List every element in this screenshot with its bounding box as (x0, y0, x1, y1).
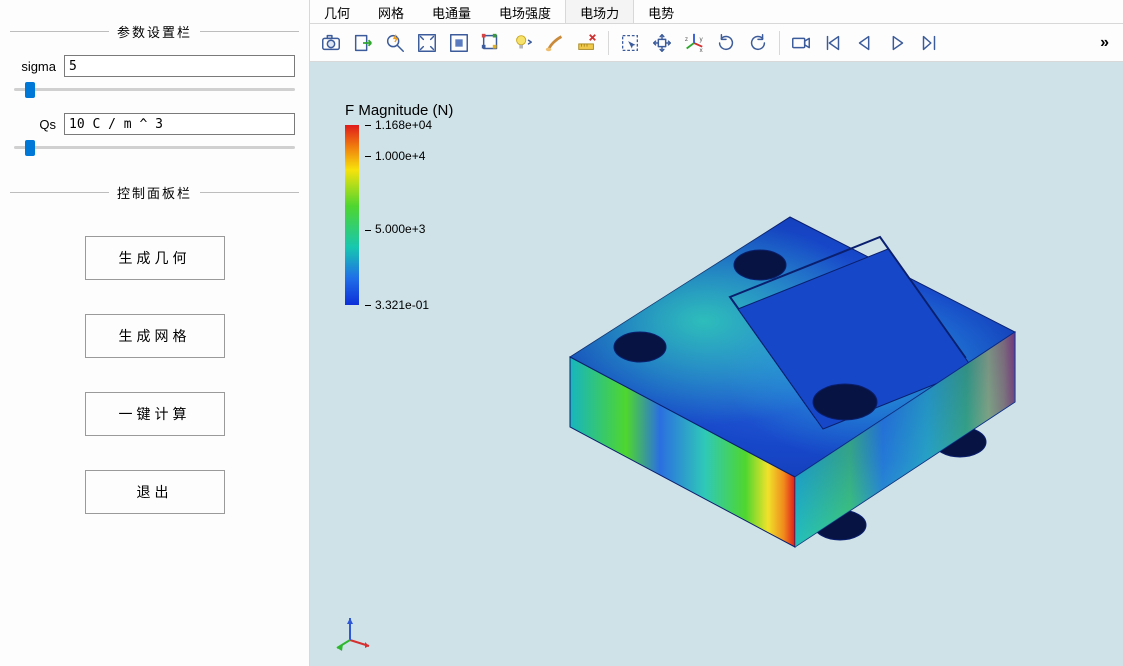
rotate-ccw-icon[interactable] (743, 28, 773, 58)
tab-0[interactable]: 几何 (310, 0, 364, 23)
param-label: sigma (14, 59, 64, 74)
legend-tick: 1.168e+04 (365, 118, 432, 132)
rotate-cw-icon[interactable] (711, 28, 741, 58)
legend-color-bar (345, 125, 359, 305)
color-legend: F Magnitude (N) 1.168e+04 1.000e+4 5.000e+… (345, 102, 455, 305)
tab-bar: 几何网格电通量电场强度电场力电势 (310, 0, 1123, 24)
toolbar: z yx » (310, 24, 1123, 62)
param-row-qs: Qs (14, 113, 295, 135)
main-area: 几何网格电通量电场强度电场力电势 z yx » (310, 0, 1123, 666)
camera-icon[interactable] (316, 28, 346, 58)
legend-tick: 1.000e+4 (365, 149, 425, 163)
toolbar-overflow[interactable]: » (1092, 34, 1117, 52)
sidebar: 参数设置栏 sigma Qs 控制面板栏 生成几何生成网格一键计算退出 (0, 0, 310, 666)
fit-window-icon[interactable] (412, 28, 442, 58)
control-button-1[interactable]: 生成网格 (85, 314, 225, 358)
axis-triad (335, 612, 375, 652)
param-row-sigma: sigma (14, 55, 295, 77)
svg-text:y: y (700, 36, 704, 43)
zoom-flash-icon[interactable] (380, 28, 410, 58)
marquee-select-icon[interactable] (615, 28, 645, 58)
ruler-delete-icon[interactable] (572, 28, 602, 58)
legend-tick: 3.321e-01 (365, 298, 429, 312)
step-forward-icon[interactable] (914, 28, 944, 58)
svg-text:x: x (700, 47, 704, 54)
camera-record-icon[interactable] (786, 28, 816, 58)
params-section-title: 参数设置栏 (109, 22, 200, 41)
step-back-icon[interactable] (850, 28, 880, 58)
svg-text:z: z (685, 36, 688, 43)
toolbar-separator (779, 31, 780, 55)
param-input-qs[interactable] (64, 113, 295, 135)
export-icon[interactable] (348, 28, 378, 58)
tab-4[interactable]: 电场力 (565, 0, 634, 23)
control-button-2[interactable]: 一键计算 (85, 392, 225, 436)
legend-ticks: 1.168e+041.000e+45.000e+33.321e-01 (365, 125, 455, 305)
control-button-0[interactable]: 生成几何 (85, 236, 225, 280)
axes-icon[interactable]: z yx (679, 28, 709, 58)
param-input-sigma[interactable] (64, 55, 295, 77)
legend-tick: 5.000e+3 (365, 222, 425, 236)
fit-selection-icon[interactable] (444, 28, 474, 58)
viewport-3d[interactable]: F Magnitude (N) 1.168e+04 1.000e+4 5.000e+… (310, 62, 1123, 666)
control-button-3[interactable]: 退出 (85, 470, 225, 514)
play-icon[interactable] (882, 28, 912, 58)
brush-icon[interactable] (540, 28, 570, 58)
tab-2[interactable]: 电通量 (418, 0, 485, 23)
param-slider-sigma[interactable] (14, 79, 295, 99)
simulation-part (460, 147, 1020, 577)
lightbulb-icon[interactable] (508, 28, 538, 58)
params-section-header: 参数设置栏 (10, 22, 299, 41)
tab-3[interactable]: 电场强度 (485, 0, 565, 23)
controls-section-header: 控制面板栏 (10, 183, 299, 202)
tab-5[interactable]: 电势 (634, 0, 688, 23)
legend-title: F Magnitude (N) (345, 102, 455, 119)
param-slider-qs[interactable] (14, 137, 295, 157)
tab-1[interactable]: 网格 (364, 0, 418, 23)
param-label: Qs (14, 117, 64, 132)
skip-start-icon[interactable] (818, 28, 848, 58)
box-select-icon[interactable] (476, 28, 506, 58)
toolbar-separator (608, 31, 609, 55)
pan-icon[interactable] (647, 28, 677, 58)
controls-section-title: 控制面板栏 (109, 183, 200, 202)
